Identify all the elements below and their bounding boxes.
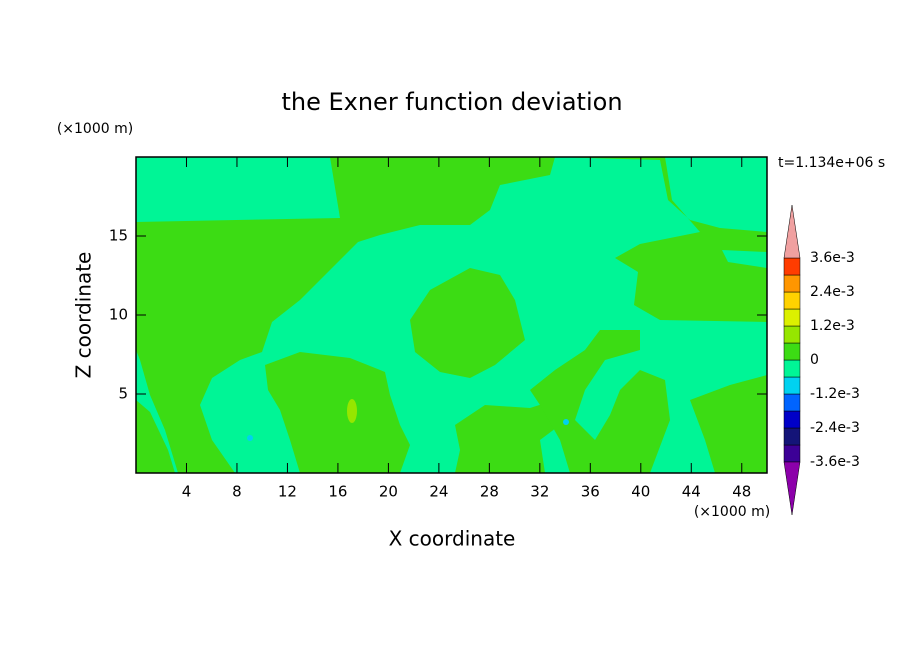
colorbar-box <box>783 257 801 276</box>
contour-region <box>247 435 253 441</box>
x-tick-label: 8 <box>232 483 242 501</box>
contour-region <box>136 400 175 473</box>
x-tick-label: 16 <box>328 483 347 501</box>
contour-region <box>347 399 357 423</box>
contour-region <box>455 400 560 473</box>
time-annotation: t=1.134e+06 s <box>778 155 885 171</box>
colorbar-box <box>783 444 801 463</box>
colorbar-box <box>783 410 801 429</box>
x-tick-label: 20 <box>379 483 398 501</box>
y-tick-label: 5 <box>118 385 128 403</box>
x-tick-label: 44 <box>682 483 701 501</box>
x-tick-label: 40 <box>631 483 650 501</box>
colorbar-label: -3.6e-3 <box>810 454 860 470</box>
colorbar-extend <box>783 461 801 516</box>
colorbar-extend <box>783 204 801 259</box>
colorbar-box <box>783 376 801 395</box>
y-unit: (×1000 m) <box>57 121 133 137</box>
contour-region <box>136 157 555 473</box>
contour-field <box>136 157 767 473</box>
x-tick-label: 4 <box>182 483 192 501</box>
colorbar-box <box>783 359 801 378</box>
colorbar-label: 0 <box>810 352 819 368</box>
y-tick-label: 15 <box>109 227 128 245</box>
colorbar-label: 2.4e-3 <box>810 284 855 300</box>
y-tick-label: 10 <box>109 306 128 324</box>
colorbar-box <box>783 291 801 310</box>
colorbar-label: 1.2e-3 <box>810 318 855 334</box>
contour-region <box>690 375 767 473</box>
chart-title: the Exner function deviation <box>281 88 622 116</box>
x-unit: (×1000 m) <box>694 504 770 520</box>
x-axis-label: X coordinate <box>389 527 516 551</box>
colorbar-box <box>783 393 801 412</box>
x-tick-label: 28 <box>480 483 499 501</box>
contour-region <box>265 352 410 473</box>
colorbar-box <box>783 274 801 293</box>
x-tick-label: 48 <box>732 483 751 501</box>
x-tick-label: 36 <box>581 483 600 501</box>
x-tick-label: 24 <box>429 483 448 501</box>
contour-region <box>555 157 767 322</box>
contour-region <box>563 419 569 425</box>
x-tick-label: 12 <box>278 483 297 501</box>
colorbar-label: -2.4e-3 <box>810 420 860 436</box>
colorbar-label: 3.6e-3 <box>810 250 855 266</box>
x-tick-label: 32 <box>530 483 549 501</box>
colorbar-box <box>783 342 801 361</box>
colorbar-box <box>783 308 801 327</box>
colorbar-label: -1.2e-3 <box>810 386 860 402</box>
contour-region <box>530 330 670 473</box>
colorbar-box <box>783 325 801 344</box>
y-axis-label: Z coordinate <box>72 252 96 379</box>
colorbar-box <box>783 427 801 446</box>
contour-region <box>410 268 525 378</box>
